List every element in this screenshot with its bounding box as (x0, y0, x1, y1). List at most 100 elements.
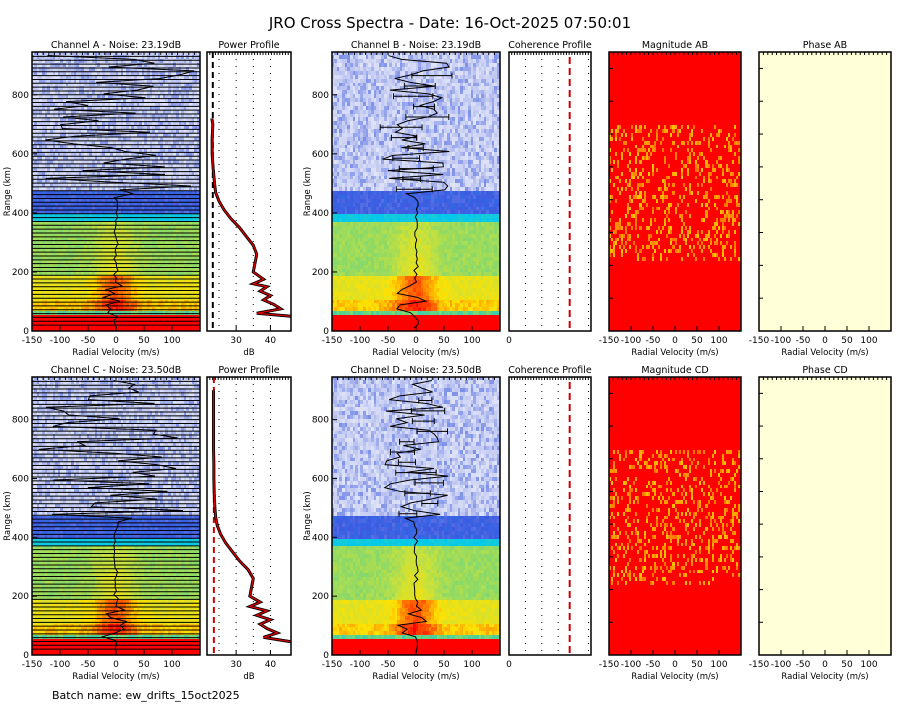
y-axis-label: Range (km) (3, 167, 13, 216)
error-bar (403, 82, 436, 89)
panel-phcd-xtick-label: -100 (771, 660, 792, 670)
panel-ccd: Coherence Profile 0 (506, 365, 592, 670)
error-bar (407, 144, 424, 151)
panel-c: Channel C - Noise: 23.50dB Radial Velocit… (3, 365, 201, 682)
error-bar (413, 103, 435, 110)
panel-frame (508, 376, 592, 656)
panel-frame (758, 51, 892, 332)
panel-mab-xtick-label: -100 (621, 336, 642, 346)
panel-b-xtick-label: 0 (413, 336, 419, 346)
panel-phab-xtick-label: 50 (841, 336, 853, 346)
panel-c-ytick-label: 400 (12, 533, 29, 543)
error-bar (421, 500, 439, 507)
error-bar (411, 72, 453, 79)
doppler-profile-line (38, 380, 183, 653)
panel-d-ytick-label: 400 (312, 533, 329, 543)
panel-phab-xtick-label: -100 (771, 336, 792, 346)
panel-a-xtick-label: -50 (81, 336, 96, 346)
panel-phcd-xtick-label: -150 (749, 660, 770, 670)
power-profile-line (211, 118, 292, 317)
error-bar (411, 418, 435, 425)
panel-c-ytick-label: 800 (12, 416, 29, 426)
doppler-profile-line (382, 55, 450, 329)
panel-title: Phase AB (803, 40, 847, 51)
x-axis-label: Radial Velocity (m/s) (72, 672, 159, 682)
panel-d-ytick-label: 600 (312, 474, 329, 484)
panel-a-ytick-label: 600 (12, 150, 29, 160)
panel-mab-heatmap (609, 52, 741, 331)
panel-pa-xtick-label: 30 (230, 336, 242, 346)
panel-mcd-heatmap (609, 377, 741, 655)
panel-mcd-xtick-label: -100 (621, 660, 642, 670)
panel-title: Magnitude AB (642, 40, 708, 51)
panel-title: Phase CD (802, 365, 847, 376)
panel-mab-xtick-label: -150 (599, 336, 620, 346)
panel-frame (31, 51, 201, 332)
panel-b-xtick-label: -150 (322, 336, 343, 346)
panel-b-ytick-label: 800 (312, 91, 329, 101)
panel-phab: Phase AB Radial Velocity (m/s) (758, 40, 892, 358)
panel-ccd-xtick-label: 0 (506, 660, 512, 670)
doppler-profile-line (383, 380, 449, 653)
panel-b-ytick-label: 400 (312, 209, 329, 219)
error-bar (402, 175, 421, 182)
panel-c-xtick-label: 100 (163, 660, 180, 670)
panel-mcd-xtick-label: -50 (646, 660, 661, 670)
panel-phab-heatmap (759, 52, 891, 331)
panel-phcd: Phase CD Radial Velocity (m/s) (758, 365, 892, 682)
x-axis-label: dB (243, 348, 254, 358)
panel-title: Power Profile (218, 365, 279, 376)
error-bar (398, 510, 418, 517)
panel-pa: Power Profile dB (206, 40, 292, 358)
panel-b-ytick-label: 0 (323, 327, 329, 337)
panel-a-xtick-label: -100 (50, 336, 71, 346)
error-bar (389, 449, 416, 456)
panel-b-ytick-label: 600 (312, 150, 329, 160)
panel-frame (608, 376, 742, 656)
error-bar (379, 124, 423, 131)
panel-b-ytick-label: 200 (312, 268, 329, 278)
panel-c-xtick-label: 50 (138, 660, 150, 670)
panel-title: Channel D - Noise: 23.50dB (350, 365, 481, 376)
panel-phcd-xtick-label: 50 (841, 660, 853, 670)
panel-mab: Magnitude AB Radial Velocity (m/s) (608, 40, 742, 358)
panel-frame (206, 51, 292, 332)
error-bar (414, 479, 444, 486)
x-axis-label: Radial Velocity (m/s) (631, 348, 718, 358)
error-bar (393, 93, 434, 100)
panel-title: Channel B - Noise: 23.19dB (351, 40, 481, 51)
x-axis-label: Radial Velocity (m/s) (72, 348, 159, 358)
panel-a-xtick-label: 0 (113, 336, 119, 346)
panel-d: Channel D - Noise: 23.50dB Radial Velocit… (303, 365, 501, 682)
power-profile-shadow (212, 390, 292, 644)
panel-frame (508, 51, 592, 332)
panel-mcd-xtick-label: 50 (691, 660, 703, 670)
panel-phab-xtick-label: -50 (796, 336, 811, 346)
panel-phab-xtick-label: 0 (822, 336, 828, 346)
panel-title: Magnitude CD (641, 365, 708, 376)
panel-phab-xtick-label: -150 (749, 336, 770, 346)
y-axis-label: Range (km) (303, 491, 313, 540)
panel-mcd-xtick-label: -150 (599, 660, 620, 670)
panel-cab: Coherence Profile 0 (506, 40, 592, 346)
panel-b-xtick-label: 50 (438, 336, 450, 346)
panel-title: Power Profile (218, 40, 279, 51)
panel-b: Channel B - Noise: 23.19dB Radial Velocit… (303, 40, 501, 358)
panel-b-heatmap (332, 52, 500, 331)
x-axis-label: Radial Velocity (m/s) (631, 672, 718, 682)
x-axis-label: Radial Velocity (m/s) (372, 672, 459, 682)
doppler-profile-line (45, 55, 195, 329)
panel-title: Channel A - Noise: 23.19dB (51, 40, 181, 51)
figure-title: JRO Cross Spectra - Date: 16-Oct-2025 07… (268, 14, 631, 32)
power-profile-line (212, 390, 292, 643)
panel-c-xtick-label: -150 (22, 660, 43, 670)
panel-mcd-xtick-label: 0 (672, 660, 678, 670)
panel-a-xtick-label: -150 (22, 336, 43, 346)
panel-phcd-xtick-label: -50 (796, 660, 811, 670)
panel-c-xtick-label: 0 (113, 660, 119, 670)
y-axis-label: Range (km) (3, 491, 13, 540)
panel-d-xtick-label: -150 (322, 660, 343, 670)
error-bar (416, 428, 448, 435)
power-profile-shadow (210, 118, 292, 318)
